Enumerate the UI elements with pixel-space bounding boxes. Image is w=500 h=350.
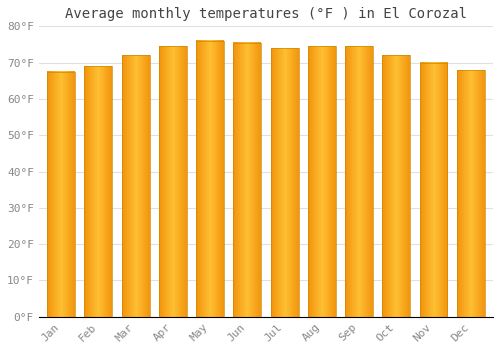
Bar bbox=[159, 46, 187, 317]
Bar bbox=[457, 70, 484, 317]
Bar bbox=[345, 46, 373, 317]
Bar bbox=[84, 66, 112, 317]
Bar bbox=[196, 41, 224, 317]
Bar bbox=[270, 48, 298, 317]
Bar bbox=[122, 55, 150, 317]
Title: Average monthly temperatures (°F ) in El Corozal: Average monthly temperatures (°F ) in El… bbox=[65, 7, 467, 21]
Bar bbox=[47, 72, 75, 317]
Bar bbox=[234, 43, 262, 317]
Bar bbox=[420, 63, 448, 317]
Bar bbox=[308, 46, 336, 317]
Bar bbox=[382, 55, 410, 317]
